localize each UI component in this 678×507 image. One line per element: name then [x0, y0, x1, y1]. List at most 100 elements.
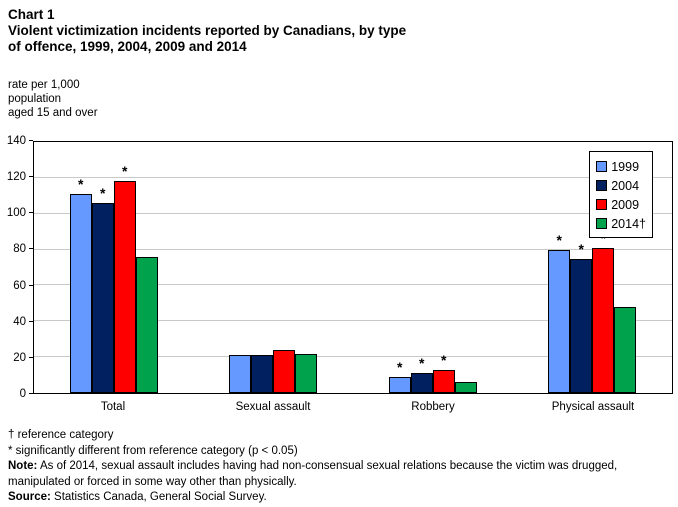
bar-group-sexual-assault	[194, 142, 354, 393]
bar-2009-physical-assault: *	[592, 231, 615, 393]
y-axis-unit-label: rate per 1,000 population aged 15 and ov…	[8, 78, 98, 120]
plot-area: * * * * * * * * * 1999 2004 2009 2014†	[33, 141, 673, 394]
bar-fill	[570, 258, 593, 393]
bar-1999-physical-assault: *	[548, 233, 571, 393]
y-axis: 0 20 40 60 80 100 120 140	[0, 135, 33, 400]
significance-asterisk: *	[397, 358, 403, 375]
y-axis-tick-label: 0	[19, 388, 26, 400]
bar-2014-robbery	[454, 382, 477, 393]
legend-label-2009: 2009	[611, 197, 640, 212]
footnote-source: Source: Statistics Canada, General Socia…	[8, 490, 674, 506]
x-axis-label-physical-assault: Physical assault	[551, 401, 635, 413]
source-text: Statistics Canada, General Social Survey…	[50, 491, 267, 503]
bar-fill	[229, 355, 252, 393]
legend-item-2004: 2004	[596, 176, 646, 195]
bar-2009-total: *	[113, 164, 136, 393]
significance-asterisk: *	[556, 231, 562, 248]
legend-swatch-1999	[596, 161, 608, 172]
legend-item-2009: 2009	[596, 195, 646, 214]
bar-2004-robbery: *	[410, 356, 433, 393]
bar-fill	[410, 373, 433, 393]
significance-asterisk: *	[441, 351, 447, 368]
bar-group-robbery: * * *	[353, 142, 513, 393]
y-axis-tick-label: 100	[6, 207, 26, 220]
y-axis-tick-mark	[29, 212, 33, 214]
note-text: As of 2014, sexual assault includes havi…	[8, 460, 618, 488]
gridline	[34, 248, 672, 250]
bar-fill	[454, 382, 477, 393]
note-label: Note:	[8, 460, 38, 472]
bar-fill	[251, 355, 274, 393]
gridline	[34, 284, 672, 286]
significance-asterisk: *	[100, 184, 106, 201]
chart-title-line2: of offence, 1999, 2004, 2009 and 2014	[8, 39, 247, 54]
legend-swatch-2009	[596, 199, 608, 210]
x-axis-label-total: Total	[100, 401, 126, 413]
bar-1999-total: *	[69, 177, 92, 393]
bar-group-physical-assault: * * *	[513, 142, 673, 393]
bar-2009-robbery: *	[432, 353, 455, 393]
y-axis-tick-mark	[29, 176, 33, 178]
bar-fill	[113, 181, 136, 393]
gridline	[34, 176, 672, 178]
legend-item-2014: 2014†	[596, 214, 646, 233]
significance-asterisk: *	[122, 163, 128, 180]
y-axis-tick-label: 120	[6, 171, 26, 184]
bar-2014-sexual-assault	[295, 353, 318, 393]
y-axis-unit-line: rate per 1,000	[8, 79, 80, 91]
bar-group-total: * * *	[34, 142, 194, 393]
bar-fill	[69, 194, 92, 393]
y-axis-tick-label: 20	[13, 351, 26, 364]
y-axis-unit-line: population	[8, 93, 62, 105]
bar-fill	[614, 306, 637, 393]
significance-asterisk: *	[578, 240, 584, 257]
significance-asterisk: *	[419, 355, 425, 372]
bar-1999-sexual-assault	[229, 355, 252, 393]
x-axis-label-sexual-assault: Sexual assault	[235, 401, 311, 413]
bar-groups: * * * * * * * * *	[34, 142, 672, 393]
bar-fill	[592, 247, 615, 393]
footnotes: † reference category * significantly dif…	[8, 428, 674, 506]
bar-fill	[295, 353, 318, 393]
bar-fill	[273, 349, 296, 393]
legend-label-2004: 2004	[611, 178, 640, 193]
y-axis-tick-label: 40	[13, 315, 26, 328]
gridline	[34, 212, 672, 214]
y-axis-tick-mark	[29, 393, 33, 394]
bar-fill	[388, 376, 411, 393]
bar-fill	[432, 369, 455, 393]
gridline	[34, 320, 672, 322]
footnote-dagger: † reference category	[8, 429, 114, 441]
y-axis-tick-mark	[29, 140, 33, 141]
bar-2004-physical-assault: *	[570, 242, 593, 393]
y-axis-tick-label: 60	[13, 279, 26, 292]
bar-2014-total	[135, 256, 158, 393]
bar-fill	[135, 256, 158, 393]
y-axis-tick-mark	[29, 320, 33, 322]
bar-2004-sexual-assault	[251, 355, 274, 393]
bar-2009-sexual-assault	[273, 349, 296, 393]
y-axis-tick-label: 80	[13, 243, 26, 256]
x-axis-labels: Total Sexual assault Robbery Physical assau…	[33, 401, 673, 413]
y-axis-tick-mark	[29, 356, 33, 358]
bar-fill	[548, 249, 571, 393]
chart-number: Chart 1	[8, 7, 55, 22]
chart-title-line1: Violent victimization incidents reported…	[8, 23, 407, 38]
bar-2004-total: *	[91, 186, 114, 393]
significance-asterisk: *	[78, 176, 84, 192]
gridline	[34, 356, 672, 358]
footnote-note: Note: As of 2014, sexual assault include…	[8, 459, 674, 490]
legend-item-1999: 1999	[596, 157, 646, 176]
chart-title-block: Chart 1 Violent victimization incidents …	[8, 7, 406, 55]
y-axis-tick-label: 140	[6, 135, 26, 147]
y-axis-unit-line: aged 15 and over	[8, 107, 98, 119]
bar-fill	[91, 202, 114, 393]
legend-swatch-2004	[596, 180, 608, 191]
legend-swatch-2014	[596, 218, 608, 229]
footnote-asterisk: * significantly different from reference…	[8, 444, 298, 457]
x-axis-label-robbery: Robbery	[411, 401, 455, 413]
bar-2014-physical-assault	[614, 306, 637, 393]
source-label: Source:	[8, 491, 51, 503]
y-axis-tick-mark	[29, 248, 33, 250]
